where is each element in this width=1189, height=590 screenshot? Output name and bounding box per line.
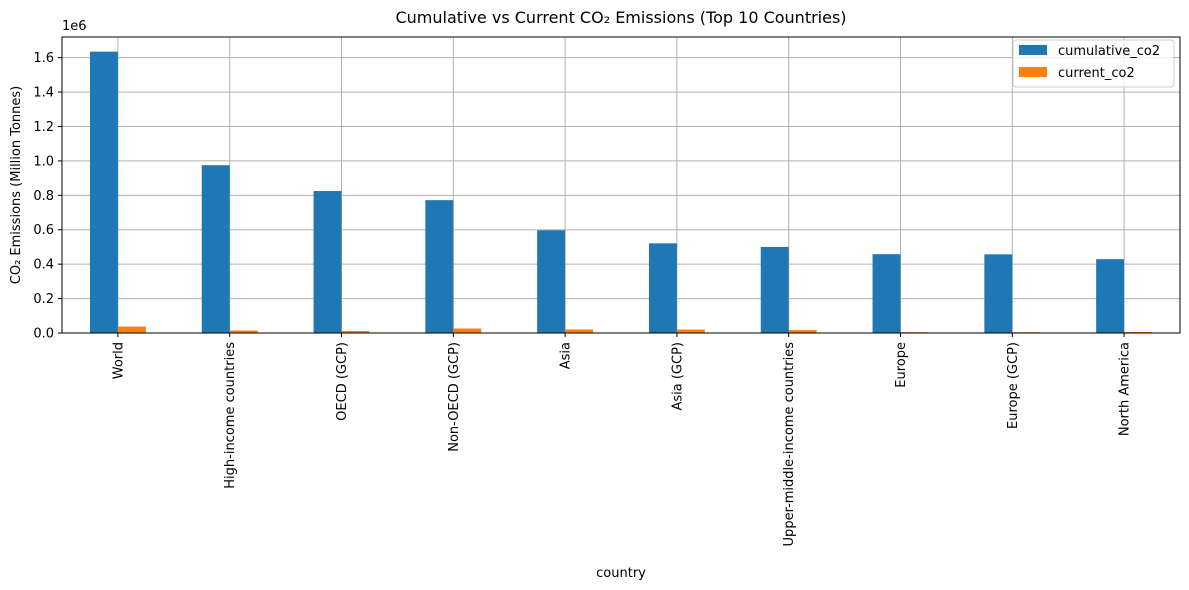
y-tick-label: 0.4: [33, 258, 54, 273]
chart-title: Cumulative vs Current CO₂ Emissions (Top…: [395, 8, 846, 27]
y-tick-label: 1.2: [33, 120, 54, 135]
bar-cumulative_co2: [89, 51, 118, 334]
legend-frame: [1012, 39, 1175, 88]
x-axis: World High-income countries OECD (GCP) Non-…: [111, 333, 1133, 547]
bar-cumulative_co2: [1096, 259, 1125, 333]
y-tick-label: 1.6: [33, 51, 54, 66]
bar-cumulative_co2: [201, 165, 230, 333]
bar-current_co2: [676, 329, 705, 333]
bar-current_co2: [341, 331, 370, 333]
y-axis: 0.0 0.2 0.4 0.6 0.8 1.0 1.2 1.4 1.6: [33, 51, 62, 342]
bar-current_co2: [788, 330, 817, 333]
x-tick-label: Europe (GCP): [1006, 342, 1021, 429]
x-tick-label: OECD (GCP): [335, 342, 350, 421]
x-tick-label: High-income countries: [223, 342, 238, 489]
legend-label-current: current_co2: [1058, 66, 1135, 81]
bar-cumulative_co2: [760, 246, 789, 333]
bar-cumulative_co2: [872, 254, 901, 333]
bar-cumulative_co2: [313, 191, 342, 333]
x-tick-label: Non-OECD (GCP): [447, 342, 462, 452]
y-tick-label: 0.0: [33, 327, 54, 342]
bar-cumulative_co2: [537, 230, 566, 333]
x-tick-label: Asia (GCP): [670, 342, 685, 411]
bar-cumulative_co2: [648, 243, 677, 333]
y-axis-offset-label: 1e6: [62, 19, 87, 34]
bar-cumulative_co2: [425, 200, 454, 333]
bar-cumulative_co2: [984, 254, 1013, 333]
plot-frame: [61, 36, 1181, 334]
legend: cumulative_co2 current_co2: [1012, 39, 1175, 88]
x-tick-label: Upper-middle-income countries: [782, 342, 797, 547]
bar-current_co2: [1124, 331, 1153, 333]
y-axis-label: CO₂ Emissions (Million Tonnes): [9, 86, 24, 284]
legend-swatch-cumulative: [1019, 45, 1047, 55]
y-tick-label: 0.2: [33, 292, 54, 307]
y-tick-label: 1.4: [33, 86, 54, 101]
legend-swatch-current: [1019, 67, 1047, 77]
y-tick-label: 0.6: [33, 223, 54, 238]
legend-label-cumulative: cumulative_co2: [1058, 44, 1160, 59]
bar-current_co2: [453, 328, 482, 333]
x-tick-label: Europe: [894, 342, 909, 388]
y-tick-label: 1.0: [33, 154, 54, 169]
x-tick-label: Asia: [559, 342, 574, 369]
y-tick-label: 0.8: [33, 189, 54, 204]
bar-current_co2: [117, 326, 146, 333]
bar-current_co2: [565, 329, 594, 333]
x-tick-label: North America: [1118, 342, 1133, 436]
x-axis-label: country: [596, 566, 646, 581]
bars-layer: [89, 51, 1153, 334]
x-tick-label: World: [111, 342, 126, 379]
bar-current_co2: [229, 330, 258, 333]
